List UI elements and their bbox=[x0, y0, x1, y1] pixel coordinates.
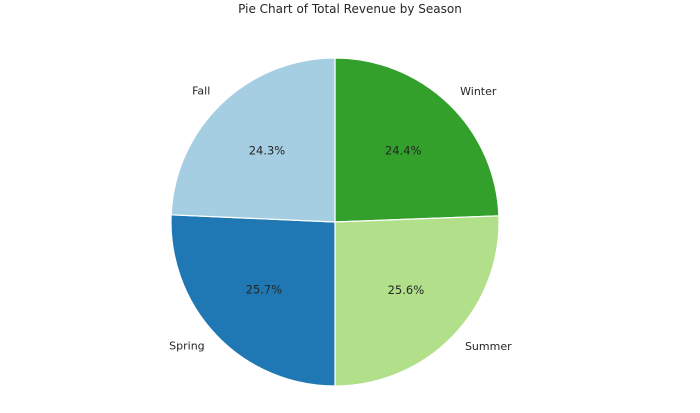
slice-label-summer: Summer bbox=[465, 340, 512, 353]
pie-slice-summer bbox=[334, 215, 500, 387]
percent-label-winter: 24.4% bbox=[385, 144, 422, 158]
pie-slice-fall bbox=[170, 57, 336, 223]
pie-slice-winter bbox=[334, 57, 500, 223]
slice-label-spring: Spring bbox=[169, 340, 205, 353]
slice-label-winter: Winter bbox=[460, 85, 497, 98]
slice-label-fall: Fall bbox=[192, 85, 210, 98]
pie-slice-spring bbox=[170, 214, 336, 387]
chart-title: Pie Chart of Total Revenue by Season bbox=[238, 2, 462, 16]
percent-label-spring: 25.7% bbox=[246, 283, 283, 297]
percent-label-summer: 25.6% bbox=[388, 283, 425, 297]
percent-label-fall: 24.3% bbox=[249, 143, 286, 157]
